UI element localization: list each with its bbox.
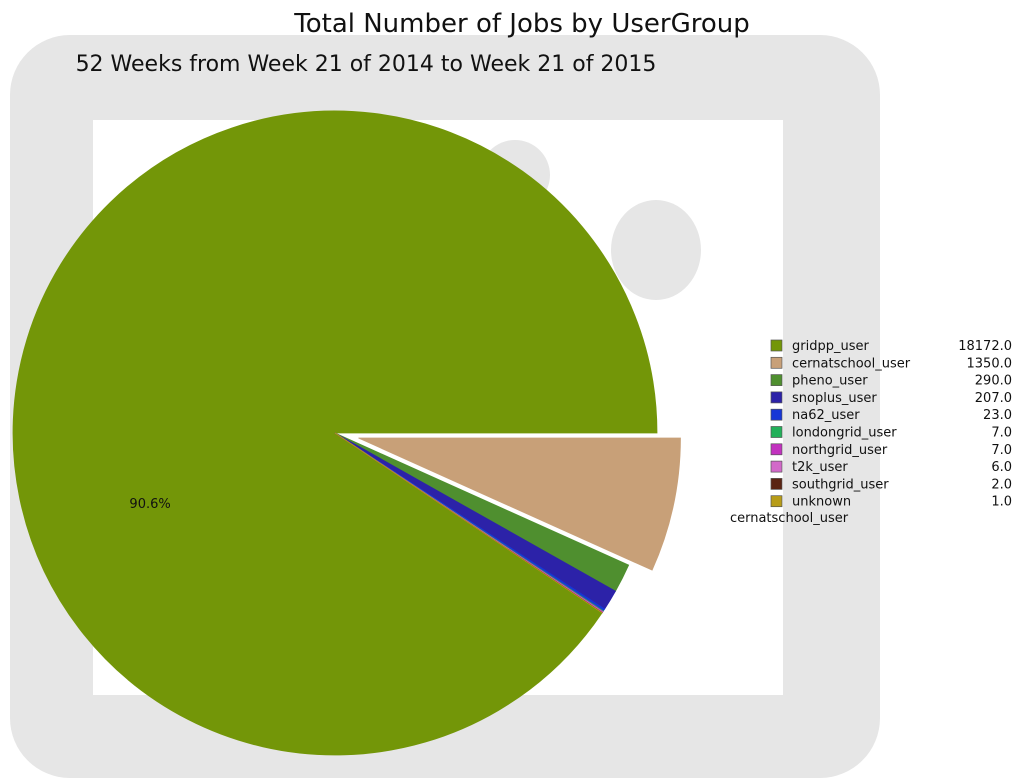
pie-labels: 90.6%ercernatschool_user	[129, 497, 849, 526]
legend-swatch-cernatschool-user	[770, 356, 783, 369]
legend-label-na62-user: na62_user	[792, 408, 860, 423]
legend-swatch-t2k-user	[770, 460, 783, 473]
chart-legend: gridpp_user 18172.0 cernatschool_user 1350.…	[770, 339, 1013, 510]
legend-label-londongrid-user: londongrid_user	[792, 426, 897, 441]
legend-value-londongrid-user: 7.0	[991, 426, 1012, 441]
legend-value-na62-user: 23.0	[983, 408, 1012, 423]
legend-label-t2k-user: t2k_user	[792, 460, 848, 475]
legend-value-southgrid-user: 2.0	[991, 477, 1012, 492]
legend-swatch-unknown	[770, 495, 783, 508]
legend-swatch-pheno-user	[770, 374, 783, 386]
legend-label-northgrid-user: northgrid_user	[792, 443, 888, 458]
legend-value-northgrid-user: 7.0	[991, 443, 1012, 458]
legend-label-unknown: unknown	[792, 495, 851, 510]
slice-label-cernatschool-user: cernatschool_user	[730, 511, 849, 526]
legend-value-t2k-user: 6.0	[991, 460, 1012, 475]
pie-slice-cernatschool-user	[358, 437, 681, 571]
legend-value-cernatschool-user: 1350.0	[967, 356, 1013, 371]
legend-value-gridpp-user: 18172.0	[958, 339, 1012, 354]
percent-label: 90.6%	[129, 497, 170, 512]
watermark-pupil-right	[611, 200, 701, 300]
chart-title: Total Number of Jobs by UserGroup	[293, 9, 749, 39]
pie-slice-unknown	[334, 432, 603, 614]
legend-label-pheno-user: pheno_user	[792, 374, 868, 389]
legend-label-snoplus-user: snoplus_user	[792, 391, 877, 406]
legend-swatch-southgrid-user	[770, 478, 783, 490]
legend-value-pheno-user: 290.0	[975, 374, 1012, 389]
legend-label-cernatschool-user: cernatschool_user	[792, 356, 911, 371]
chart-subtitle: 52 Weeks from Week 21 of 2014 to Week 21…	[76, 52, 657, 77]
legend-swatch-snoplus-user	[770, 391, 783, 404]
legend-swatch-na62-user	[770, 408, 783, 421]
legend-value-unknown: 1.0	[991, 495, 1012, 510]
legend-label-southgrid-user: southgrid_user	[792, 477, 889, 492]
legend-value-snoplus-user: 207.0	[975, 391, 1012, 406]
legend-swatch-gridpp-user	[770, 339, 783, 352]
legend-swatch-londongrid-user	[770, 426, 783, 438]
legend-label-gridpp-user: gridpp_user	[792, 339, 869, 354]
legend-swatch-northgrid-user	[770, 443, 783, 456]
pie-slices	[12, 110, 681, 756]
